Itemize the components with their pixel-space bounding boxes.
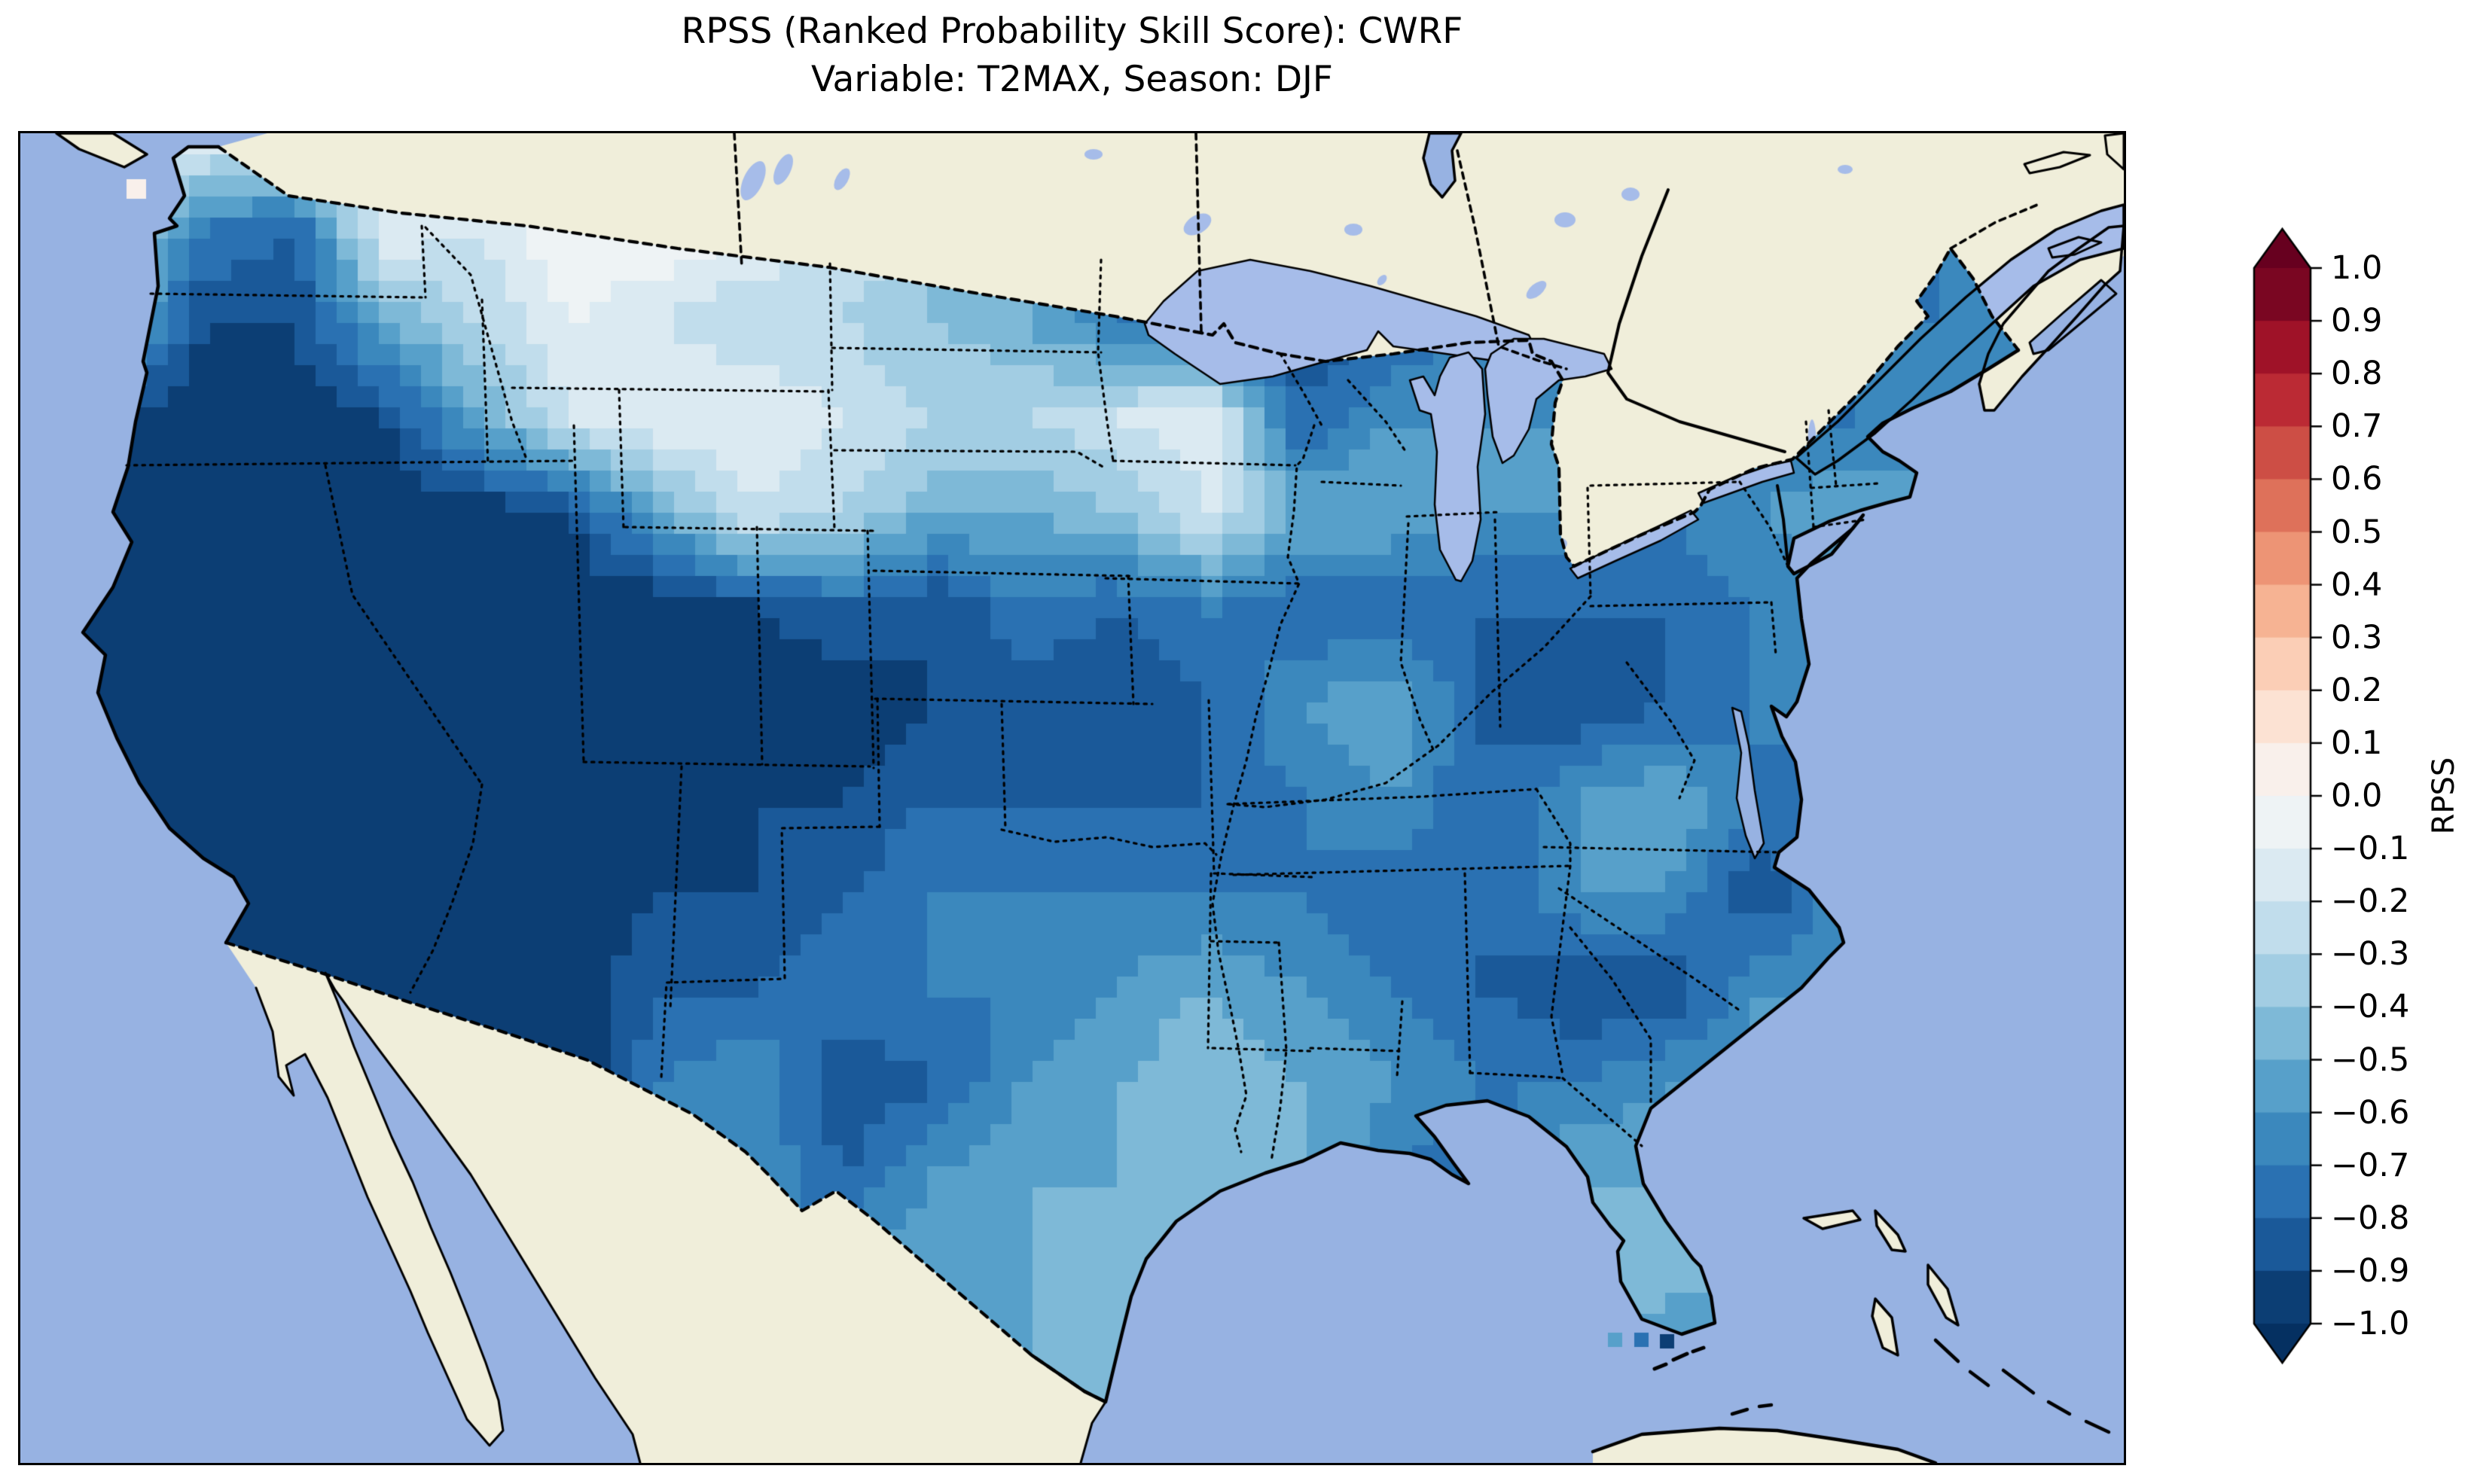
figure-title: RPSS (Ranked Probability Skill Score): C… [681, 11, 1463, 52]
colorbar-tick-label: 0.2 [2331, 671, 2383, 709]
colorbar-tick-label: 1.0 [2331, 249, 2383, 287]
map-canvas [20, 133, 2124, 1463]
colorbar-tick-label: 0.8 [2331, 355, 2383, 393]
map-frame [18, 131, 2126, 1465]
colorbar-tick-label: 0.4 [2331, 565, 2383, 604]
colorbar-tick-label: 0.7 [2331, 407, 2383, 446]
colorbar-tick-label: −0.6 [2331, 1093, 2410, 1132]
figure-subtitle: Variable: T2MAX, Season: DJF [811, 59, 1333, 100]
colorbar-tick-label: −0.5 [2331, 1041, 2410, 1079]
colorbar [2222, 203, 2470, 1408]
colorbar-tick-label: 0.0 [2331, 777, 2383, 815]
colorbar-tick-label: 0.9 [2331, 302, 2383, 340]
colorbar-tick-label: 0.6 [2331, 460, 2383, 498]
colorbar-tick-label: −0.4 [2331, 988, 2410, 1026]
colorbar-tick-label: 0.5 [2331, 513, 2383, 551]
colorbar-tick-label: 0.1 [2331, 724, 2383, 762]
colorbar-tick-label: −1.0 [2331, 1305, 2410, 1342]
colorbar-tick-label: 0.3 [2331, 618, 2383, 657]
colorbar-tick-label: −0.1 [2331, 830, 2410, 868]
colorbar-tick-label: −0.8 [2331, 1199, 2410, 1237]
colorbar-tick-label: −0.2 [2331, 882, 2410, 921]
colorbar-tick-label: −0.7 [2331, 1146, 2410, 1184]
colorbar-tick-label: −0.9 [2331, 1251, 2410, 1290]
colorbar-axis-label: RPSS [2427, 757, 2461, 835]
colorbar-tick-label: −0.3 [2331, 935, 2410, 974]
